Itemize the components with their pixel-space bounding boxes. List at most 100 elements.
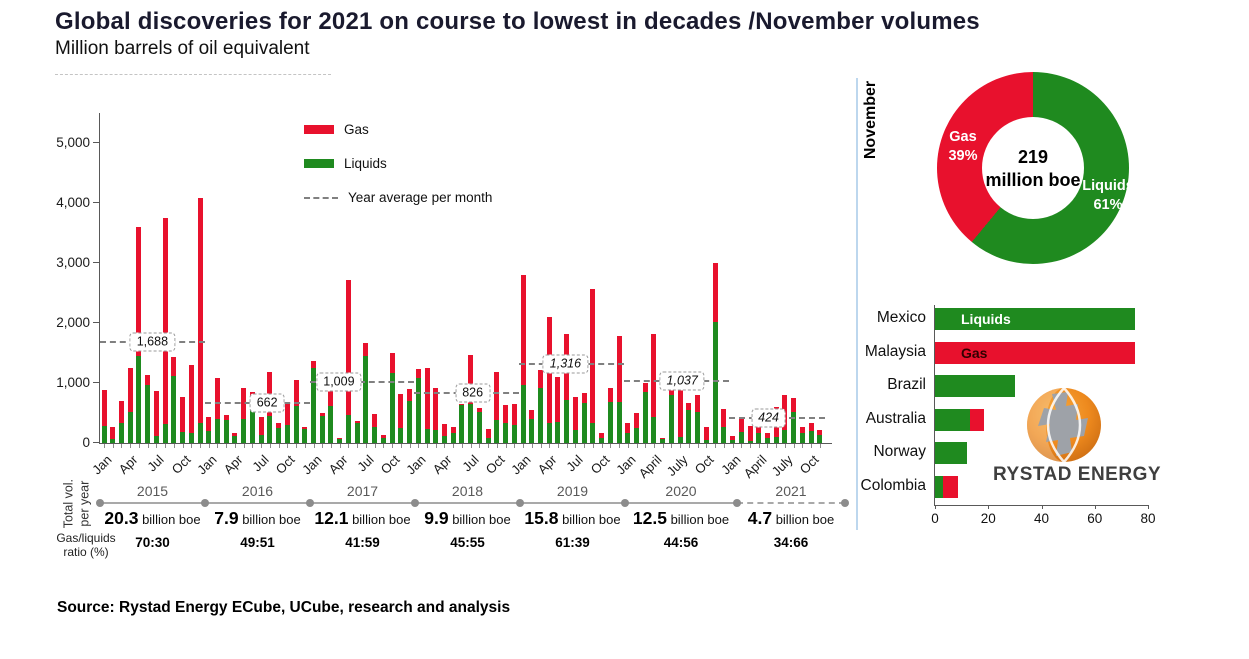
month-tick xyxy=(182,444,184,448)
month-tick xyxy=(688,444,690,448)
subtitle-underline xyxy=(55,74,331,75)
month-tick xyxy=(627,444,629,448)
source-line: Source: Rystad Energy ECube, UCube, rese… xyxy=(57,599,511,616)
year-total-2021: 4.7 billion boe xyxy=(747,508,835,528)
year-total-2020: 12.5 billion boe xyxy=(632,508,730,528)
ratio-axis-label: Gas/liquids ratio (%) xyxy=(48,531,124,560)
bar-2015-3 xyxy=(118,401,124,443)
donut-gas-label: Gas 39% xyxy=(930,128,996,166)
donut-liquids-pct: 61% xyxy=(1093,196,1123,213)
bar-2016-10 xyxy=(284,401,290,443)
month-tick xyxy=(566,444,568,448)
bar-2021-8 xyxy=(791,397,797,443)
bar-2017-11 xyxy=(398,394,404,443)
month-tick xyxy=(104,444,105,448)
bar-2015-10 xyxy=(180,396,186,443)
month-tick xyxy=(252,444,254,448)
bar-2015-7 xyxy=(153,391,159,443)
year-label-2015: 2015 xyxy=(136,483,169,499)
bar-2017-4 xyxy=(337,438,343,443)
bar-2020-1 xyxy=(625,423,631,443)
month-tick xyxy=(750,444,752,448)
year-label-2021: 2021 xyxy=(775,483,807,499)
bar-2016-11 xyxy=(293,380,299,443)
country-bar-mexico: Liquids xyxy=(935,308,1135,330)
bar-2017-9 xyxy=(380,435,386,443)
country-bar-australia xyxy=(935,408,985,431)
y-tick-label: 2,000 xyxy=(56,315,90,330)
year-total-2018: 9.9 billion boe xyxy=(424,508,511,528)
month-tick xyxy=(374,444,376,448)
y-axis-line xyxy=(99,113,101,444)
year-ratio-2020: 44:56 xyxy=(663,535,699,550)
bar-2016-5 xyxy=(241,388,247,443)
month-tick xyxy=(357,444,359,448)
bar-2019-3 xyxy=(538,370,543,443)
bar-2019-11 xyxy=(607,388,613,443)
gas-swatch xyxy=(304,125,334,134)
bar-2019-8 xyxy=(581,392,587,443)
bar-2017-2 xyxy=(319,412,325,443)
y-tick xyxy=(93,262,100,264)
month-tick xyxy=(601,444,603,448)
timeline-dot xyxy=(201,499,209,507)
month-tick xyxy=(776,444,778,448)
avg-label-2016: 662 xyxy=(249,393,285,413)
bar-2018-1 xyxy=(415,368,421,443)
donut-center-label: 219 million boe xyxy=(967,146,1099,191)
country-x-tick xyxy=(935,505,936,509)
month-tick xyxy=(523,444,525,448)
month-tick xyxy=(549,444,551,448)
legend-average-label: Year average per month xyxy=(348,190,493,205)
month-tick xyxy=(418,444,420,448)
month-tick xyxy=(645,444,647,448)
month-tick xyxy=(496,444,498,448)
month-tick xyxy=(130,444,132,448)
donut-center-unit: million boe xyxy=(985,169,1081,190)
bar-2020-4 xyxy=(651,334,657,443)
year-ratio-2019: 61:39 xyxy=(555,535,590,550)
bar-2017-12 xyxy=(407,388,413,443)
timeline-dot xyxy=(516,499,524,507)
y-tick xyxy=(93,202,100,204)
page-subtitle: Million barrels of oil equivalent xyxy=(55,38,310,59)
month-tick xyxy=(278,444,280,448)
year-total-2017: 12.1 billion boe xyxy=(314,508,411,528)
month-tick xyxy=(269,444,271,448)
donut-gas-name: Gas xyxy=(949,129,977,145)
bar-2016-2 xyxy=(214,378,220,443)
timeline-dot xyxy=(411,499,419,507)
bar-2015-8 xyxy=(162,218,168,443)
month-tick xyxy=(261,444,263,448)
month-tick xyxy=(784,444,786,448)
bar-2017-3 xyxy=(328,389,334,443)
month-tick xyxy=(488,444,490,448)
bar-2017-8 xyxy=(372,413,378,443)
month-tick xyxy=(173,444,175,448)
bar-2015-1 xyxy=(101,390,107,443)
year-label-2016: 2016 xyxy=(241,483,274,499)
month-tick xyxy=(680,444,682,448)
panel-divider-line xyxy=(856,78,858,530)
year-total-2016: 7.9 billion boe xyxy=(214,508,301,528)
month-tick xyxy=(671,444,673,448)
timeline-dot xyxy=(841,499,849,507)
monthly-stacked-bar-chart: 0 1,000 2,000 3,000 4,000 5,000 1,688 Jan Apr Jul… xyxy=(56,110,832,481)
bar-2018-8 xyxy=(476,407,482,443)
bar-2015-4 xyxy=(127,368,133,443)
country-bar-segment-liquids xyxy=(935,408,970,431)
month-tick xyxy=(662,444,664,448)
month-tick xyxy=(234,444,236,448)
month-tick xyxy=(557,444,559,448)
bar-2021-2 xyxy=(738,417,744,443)
avg-label-2020: 1,037 xyxy=(659,371,705,391)
bar-2020-5 xyxy=(660,438,666,443)
bar-2020-10 xyxy=(703,426,709,443)
country-bar-segment-gas xyxy=(969,408,985,431)
bar-2020-11 xyxy=(712,262,718,443)
y-tick xyxy=(93,322,100,324)
y-tick-label: 4,000 xyxy=(56,195,90,210)
country-bar-malaysia: Gas xyxy=(935,341,1135,364)
bar-2015-6 xyxy=(145,374,151,443)
month-tick xyxy=(313,444,315,448)
